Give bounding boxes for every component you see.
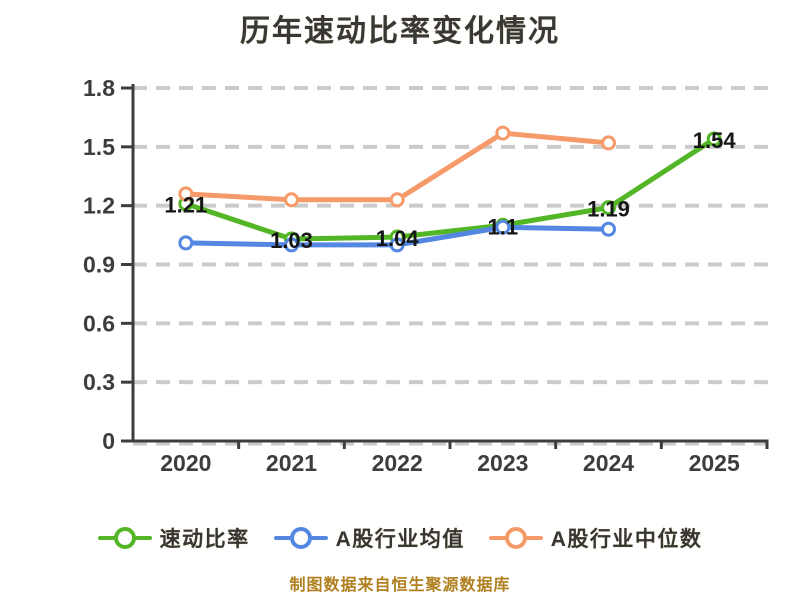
data-point-label: 1.03 [270,228,313,253]
legend: 速动比率 A股行业均值 A股行业中位数 [0,517,800,559]
x-axis-label: 2020 [160,450,211,476]
y-axis-label: 0.6 [83,310,115,336]
legend-circle [504,527,527,549]
data-source-note: 制图数据来自恒生聚源数据库 [289,577,511,594]
legend-label-industry-mean: A股行业均值 [335,528,465,551]
data-point-marker-industry-mean [495,219,511,235]
legend-item-quick-ratio: 速动比率 [97,523,250,553]
series-line-quick-ratio [183,136,717,242]
x-axis-label: 2022 [372,450,423,476]
data-point-marker-quick-ratio [706,131,722,147]
x-axis-label: 2024 [583,450,634,476]
y-axis-label: 0.9 [83,252,115,278]
data-point-label: 1.04 [376,226,420,251]
data-point-marker-industry-median [601,135,616,151]
data-point-marker-quick-ratio [601,200,616,216]
y-axis-label: 0 [102,428,115,454]
legend-label-quick-ratio: 速动比率 [159,528,250,551]
x-axis-label: 2025 [689,450,740,476]
data-point-marker-industry-mean [284,237,299,253]
data-point-marker-industry-mean [389,237,405,253]
legend-item-industry-mean: A股行业均值 [273,523,465,553]
data-point-marker-industry-mean [601,221,616,237]
legend-line-marker-icon [97,526,152,550]
legend-item-industry-median: A股行业中位数 [488,523,703,553]
legend-label-industry-median: A股行业中位数 [550,528,703,551]
y-axis-label: 1.5 [83,134,115,160]
series-line-industry-median [183,130,611,203]
data-point-marker-industry-median [284,192,299,208]
data-point-label: 1.21 [164,193,207,218]
legend-circle [113,527,136,549]
y-axis-label: 1.2 [83,193,115,219]
data-point-marker-industry-median [178,186,194,202]
data-point-marker-industry-median [495,125,511,141]
data-point-label: 1.19 [587,197,630,222]
chart-title: 历年速动比率变化情况 [240,15,560,48]
data-point-label: 1.54 [693,128,737,153]
x-axis-label: 2023 [477,450,528,476]
x-axis-label: 2021 [266,450,317,476]
legend-line-marker-icon [488,526,543,550]
legend-line-marker-icon [273,526,328,550]
legend-circle [289,527,312,549]
data-point-label: 1.1 [488,214,519,239]
y-axis-label: 1.8 [83,75,115,101]
y-axis-label: 0.3 [83,369,115,395]
data-point-marker-industry-median [389,192,405,208]
data-point-marker-industry-mean [178,235,194,251]
